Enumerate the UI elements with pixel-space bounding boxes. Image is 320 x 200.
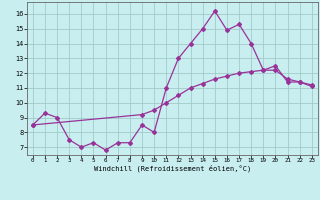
X-axis label: Windchill (Refroidissement éolien,°C): Windchill (Refroidissement éolien,°C) (94, 164, 251, 172)
